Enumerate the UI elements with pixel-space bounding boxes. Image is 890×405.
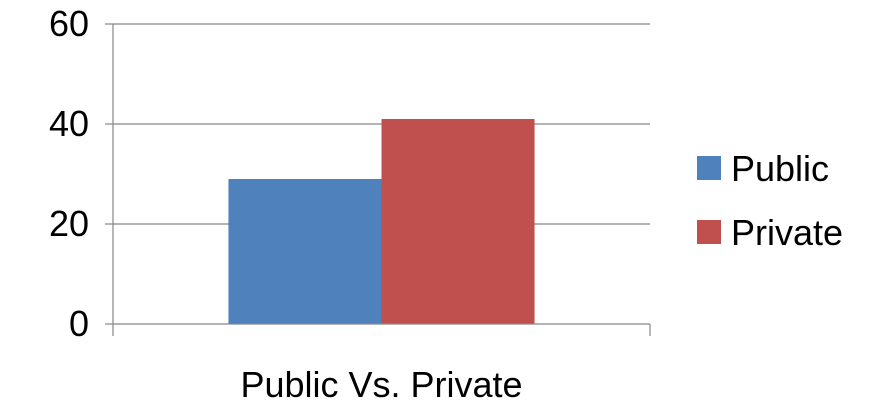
x-category-label: Public Vs. Private	[240, 364, 522, 405]
y-tick-label-60: 60	[49, 3, 89, 44]
bars	[228, 119, 535, 324]
legend-swatch-public	[697, 156, 721, 180]
y-tick-labels: 0 20 40 60	[49, 3, 89, 344]
y-tick-label-0: 0	[69, 303, 89, 344]
legend-swatch-private	[697, 220, 721, 244]
y-tick-label-20: 20	[49, 203, 89, 244]
legend-label-public: Public	[731, 148, 829, 189]
bar-private	[381, 119, 535, 324]
legend-label-private: Private	[731, 212, 843, 253]
legend: Public Private	[697, 148, 843, 253]
x-category-labels: Public Vs. Private	[240, 364, 522, 405]
y-tick-label-40: 40	[49, 103, 89, 144]
axes	[105, 23, 651, 336]
bar-public	[228, 179, 382, 324]
